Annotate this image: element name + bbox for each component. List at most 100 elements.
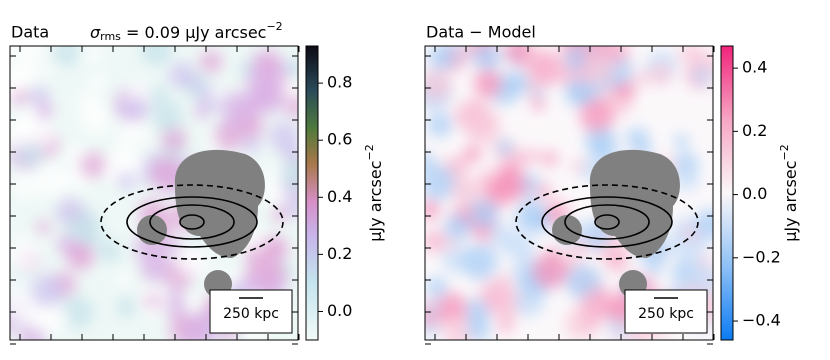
image-blob: [126, 153, 144, 171]
image-blob: [679, 46, 704, 66]
image-blob: [674, 134, 689, 149]
image-blob: [20, 60, 38, 78]
colorbar-label-text: μJy arcsec: [781, 160, 800, 241]
subtitle-subscript: rms: [100, 30, 121, 43]
image-panel: [10, 46, 298, 340]
panel-title: Data − Model: [426, 23, 536, 42]
image-blob: [529, 50, 566, 87]
colorbar-tick-label: 0.4: [742, 58, 767, 77]
image-blob: [11, 172, 39, 200]
colorbar-label-superscript: −2: [363, 144, 376, 160]
image-blob: [19, 142, 44, 167]
image-blob: [584, 123, 617, 156]
image-blob: [79, 151, 107, 179]
image-blob: [534, 182, 553, 201]
image-blob: [279, 163, 298, 192]
image-blob: [427, 112, 453, 138]
image-blob: [516, 301, 529, 314]
image-blob: [451, 176, 481, 206]
image-blob: [489, 223, 517, 250]
image-blob: [443, 214, 472, 242]
image-blob: [428, 46, 455, 71]
colorbar-tick-label: −0.2: [742, 247, 781, 266]
mask: [137, 215, 167, 245]
image-blob: [496, 139, 513, 156]
image-blob: [241, 134, 261, 154]
image-blob: [35, 102, 54, 121]
colorbar: [720, 45, 734, 341]
image-blob: [83, 46, 102, 64]
colorbar-label: μJy arcsec−2: [778, 144, 800, 241]
image-blob: [648, 263, 662, 277]
scalebar-box: [624, 289, 708, 334]
image-blob: [123, 96, 147, 120]
image-blob: [116, 171, 136, 190]
contour: [100, 184, 284, 260]
image-blob: [461, 244, 498, 280]
image-blob: [504, 46, 533, 65]
colorbar-tick-label: 0.2: [742, 121, 767, 140]
image-blob: [118, 117, 149, 148]
image-blob: [564, 78, 592, 106]
contour: [564, 204, 650, 240]
image-blob: [116, 296, 137, 317]
image-blob: [10, 273, 30, 304]
image-blob: [565, 264, 601, 300]
contour: [149, 204, 235, 240]
image-blob: [425, 152, 436, 172]
mask: [174, 149, 265, 258]
image-blob: [515, 199, 547, 232]
image-blob: [542, 151, 558, 166]
image-blob: [496, 169, 528, 201]
mask: [589, 149, 680, 258]
image-blob: [425, 229, 447, 253]
image-blob: [240, 115, 264, 139]
scalebar-label: 250 kpc: [223, 306, 279, 322]
subtitle-superscript: −2: [266, 20, 282, 33]
image-blob: [209, 85, 226, 102]
colorbar-tick-label: 0.0: [742, 184, 767, 203]
image-blob: [18, 325, 47, 340]
image-blob: [425, 165, 457, 201]
image-blob: [140, 46, 173, 66]
image-blob: [473, 46, 502, 72]
image-blob: [10, 46, 21, 57]
panel-subtitle: σrms = 0.09 μJy arcsec−2: [90, 20, 283, 43]
image-blob: [97, 239, 121, 263]
image-blob: [34, 163, 69, 198]
image-blob: [532, 252, 569, 289]
image-blob: [29, 86, 50, 107]
scalebar-label: 250 kpc: [638, 306, 694, 322]
image-blob: [525, 148, 540, 163]
colorbar-label-superscript: −2: [778, 144, 791, 160]
image-blob: [464, 145, 482, 163]
image-blob: [565, 50, 586, 71]
image-blob: [501, 302, 519, 320]
image-blob: [41, 306, 69, 333]
image-blob: [634, 70, 650, 87]
image-blob: [66, 209, 101, 244]
colorbar-tick-label: 0.4: [327, 187, 352, 206]
image-blob: [694, 209, 713, 241]
image-blob: [10, 237, 40, 270]
image-blob: [436, 292, 468, 324]
colorbar-tick-label: 0.6: [327, 130, 352, 149]
colorbar: [305, 45, 319, 341]
image-blob: [269, 121, 298, 151]
image-blob: [584, 54, 615, 86]
image-blob: [152, 101, 183, 132]
image-blob: [115, 272, 131, 287]
image-frame: [424, 45, 714, 341]
image-blob: [531, 97, 545, 111]
image-blob: [88, 73, 106, 91]
image-blob: [144, 293, 160, 309]
image-blob: [148, 85, 168, 105]
image-blob: [425, 69, 453, 102]
image-blob: [579, 290, 610, 321]
contour: [179, 214, 205, 230]
colorbar-label: μJy arcsec−2: [363, 144, 385, 241]
image-blob: [66, 242, 95, 271]
image-blob: [183, 318, 213, 340]
image-blob: [464, 109, 501, 145]
